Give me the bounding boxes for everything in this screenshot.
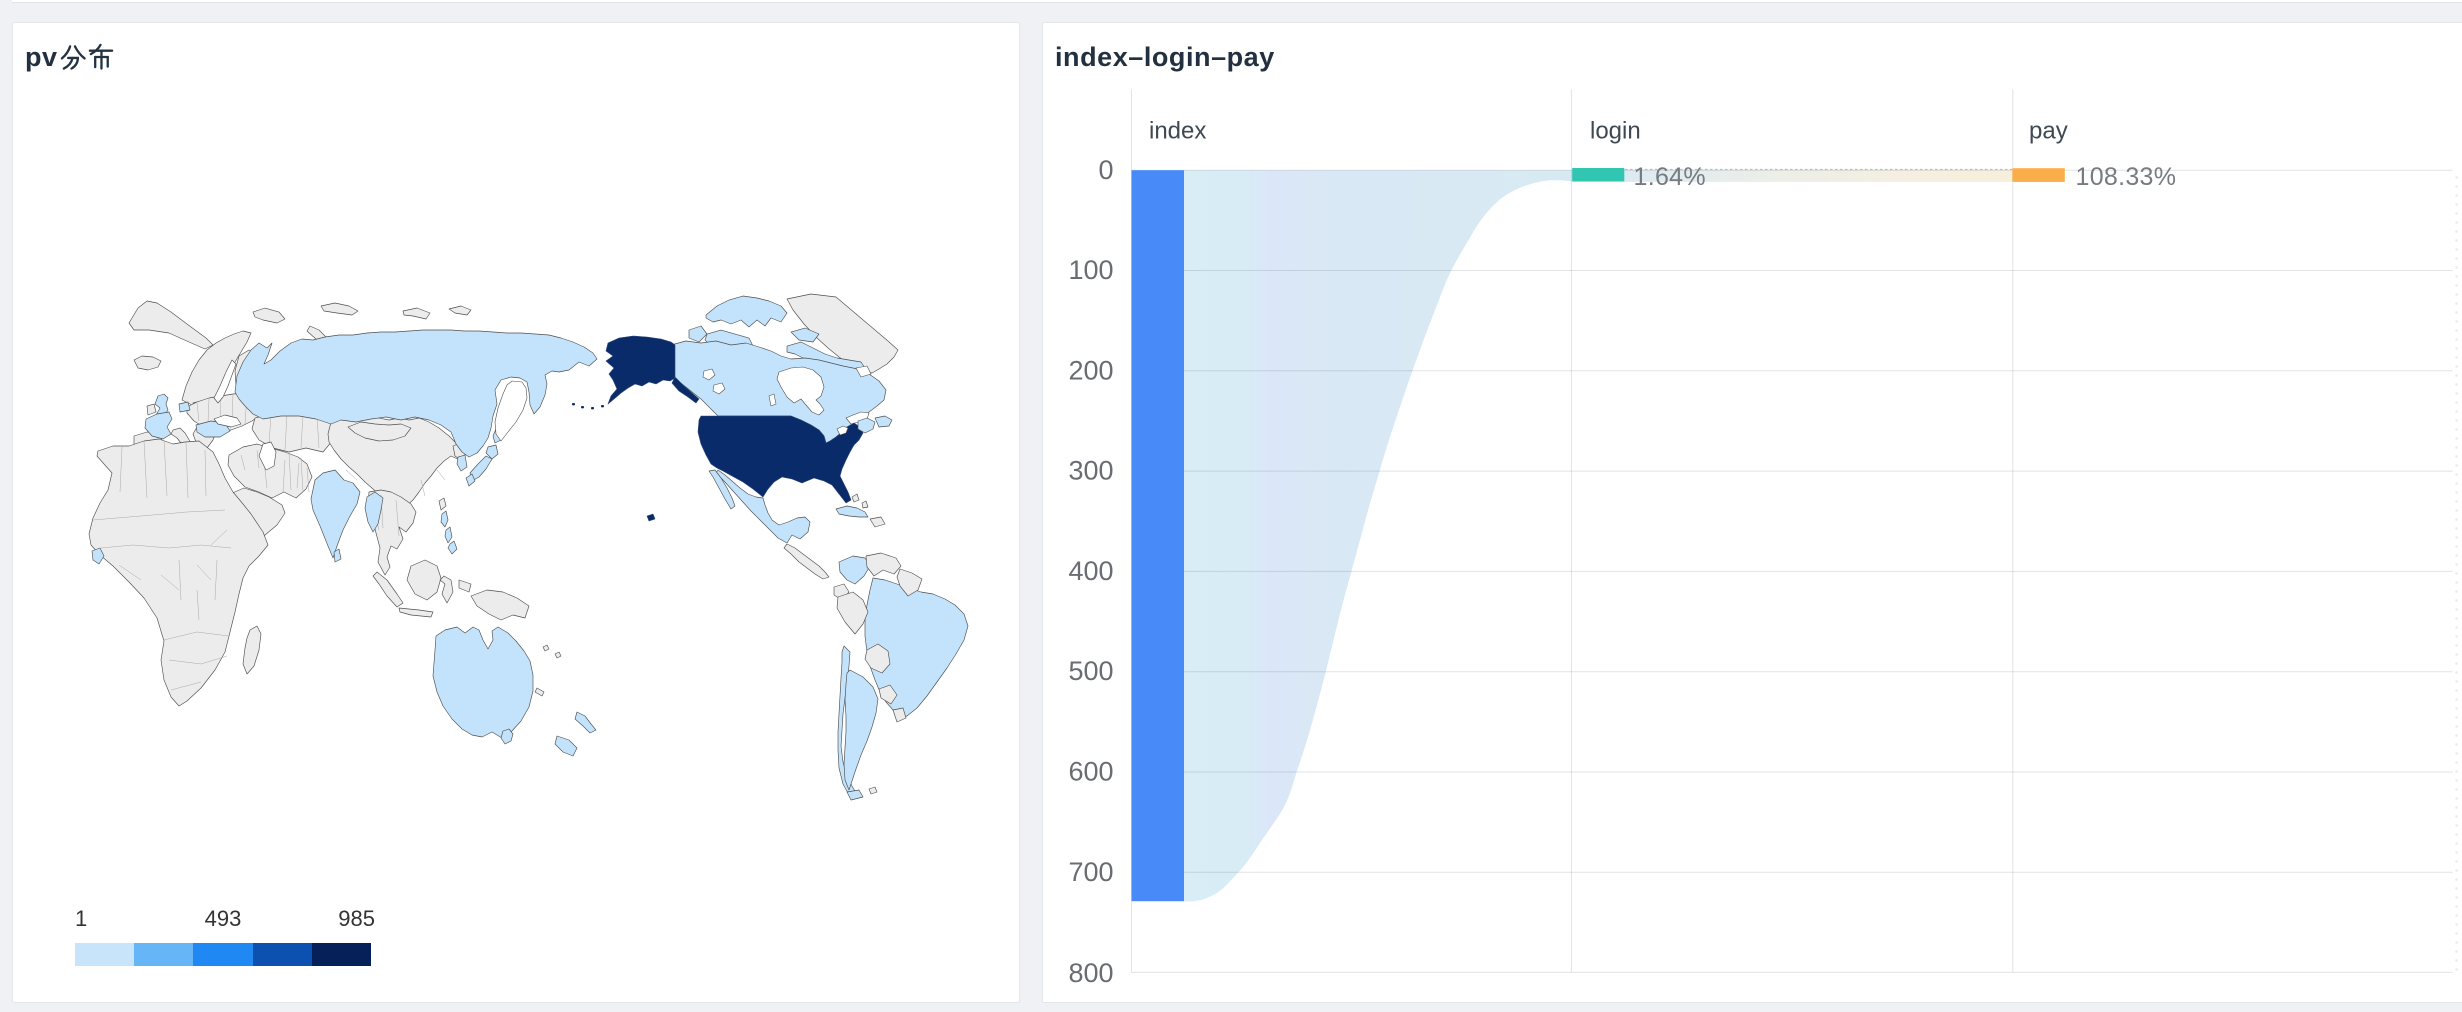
svg-text:index: index xyxy=(1149,118,1206,145)
svg-text:300: 300 xyxy=(1068,456,1113,486)
svg-text:800: 800 xyxy=(1068,958,1113,988)
svg-text:200: 200 xyxy=(1068,355,1113,385)
svg-text:108.33%: 108.33% xyxy=(2076,163,2177,191)
svg-text:400: 400 xyxy=(1068,556,1113,586)
svg-text:500: 500 xyxy=(1068,656,1113,686)
svg-text:1.64%: 1.64% xyxy=(1634,163,1706,191)
svg-text:600: 600 xyxy=(1068,757,1113,787)
svg-text:0: 0 xyxy=(1098,155,1113,185)
svg-text:pay: pay xyxy=(2029,118,2068,145)
svg-text:700: 700 xyxy=(1068,857,1113,887)
svg-text:100: 100 xyxy=(1068,255,1113,285)
svg-text:login: login xyxy=(1590,118,1641,145)
